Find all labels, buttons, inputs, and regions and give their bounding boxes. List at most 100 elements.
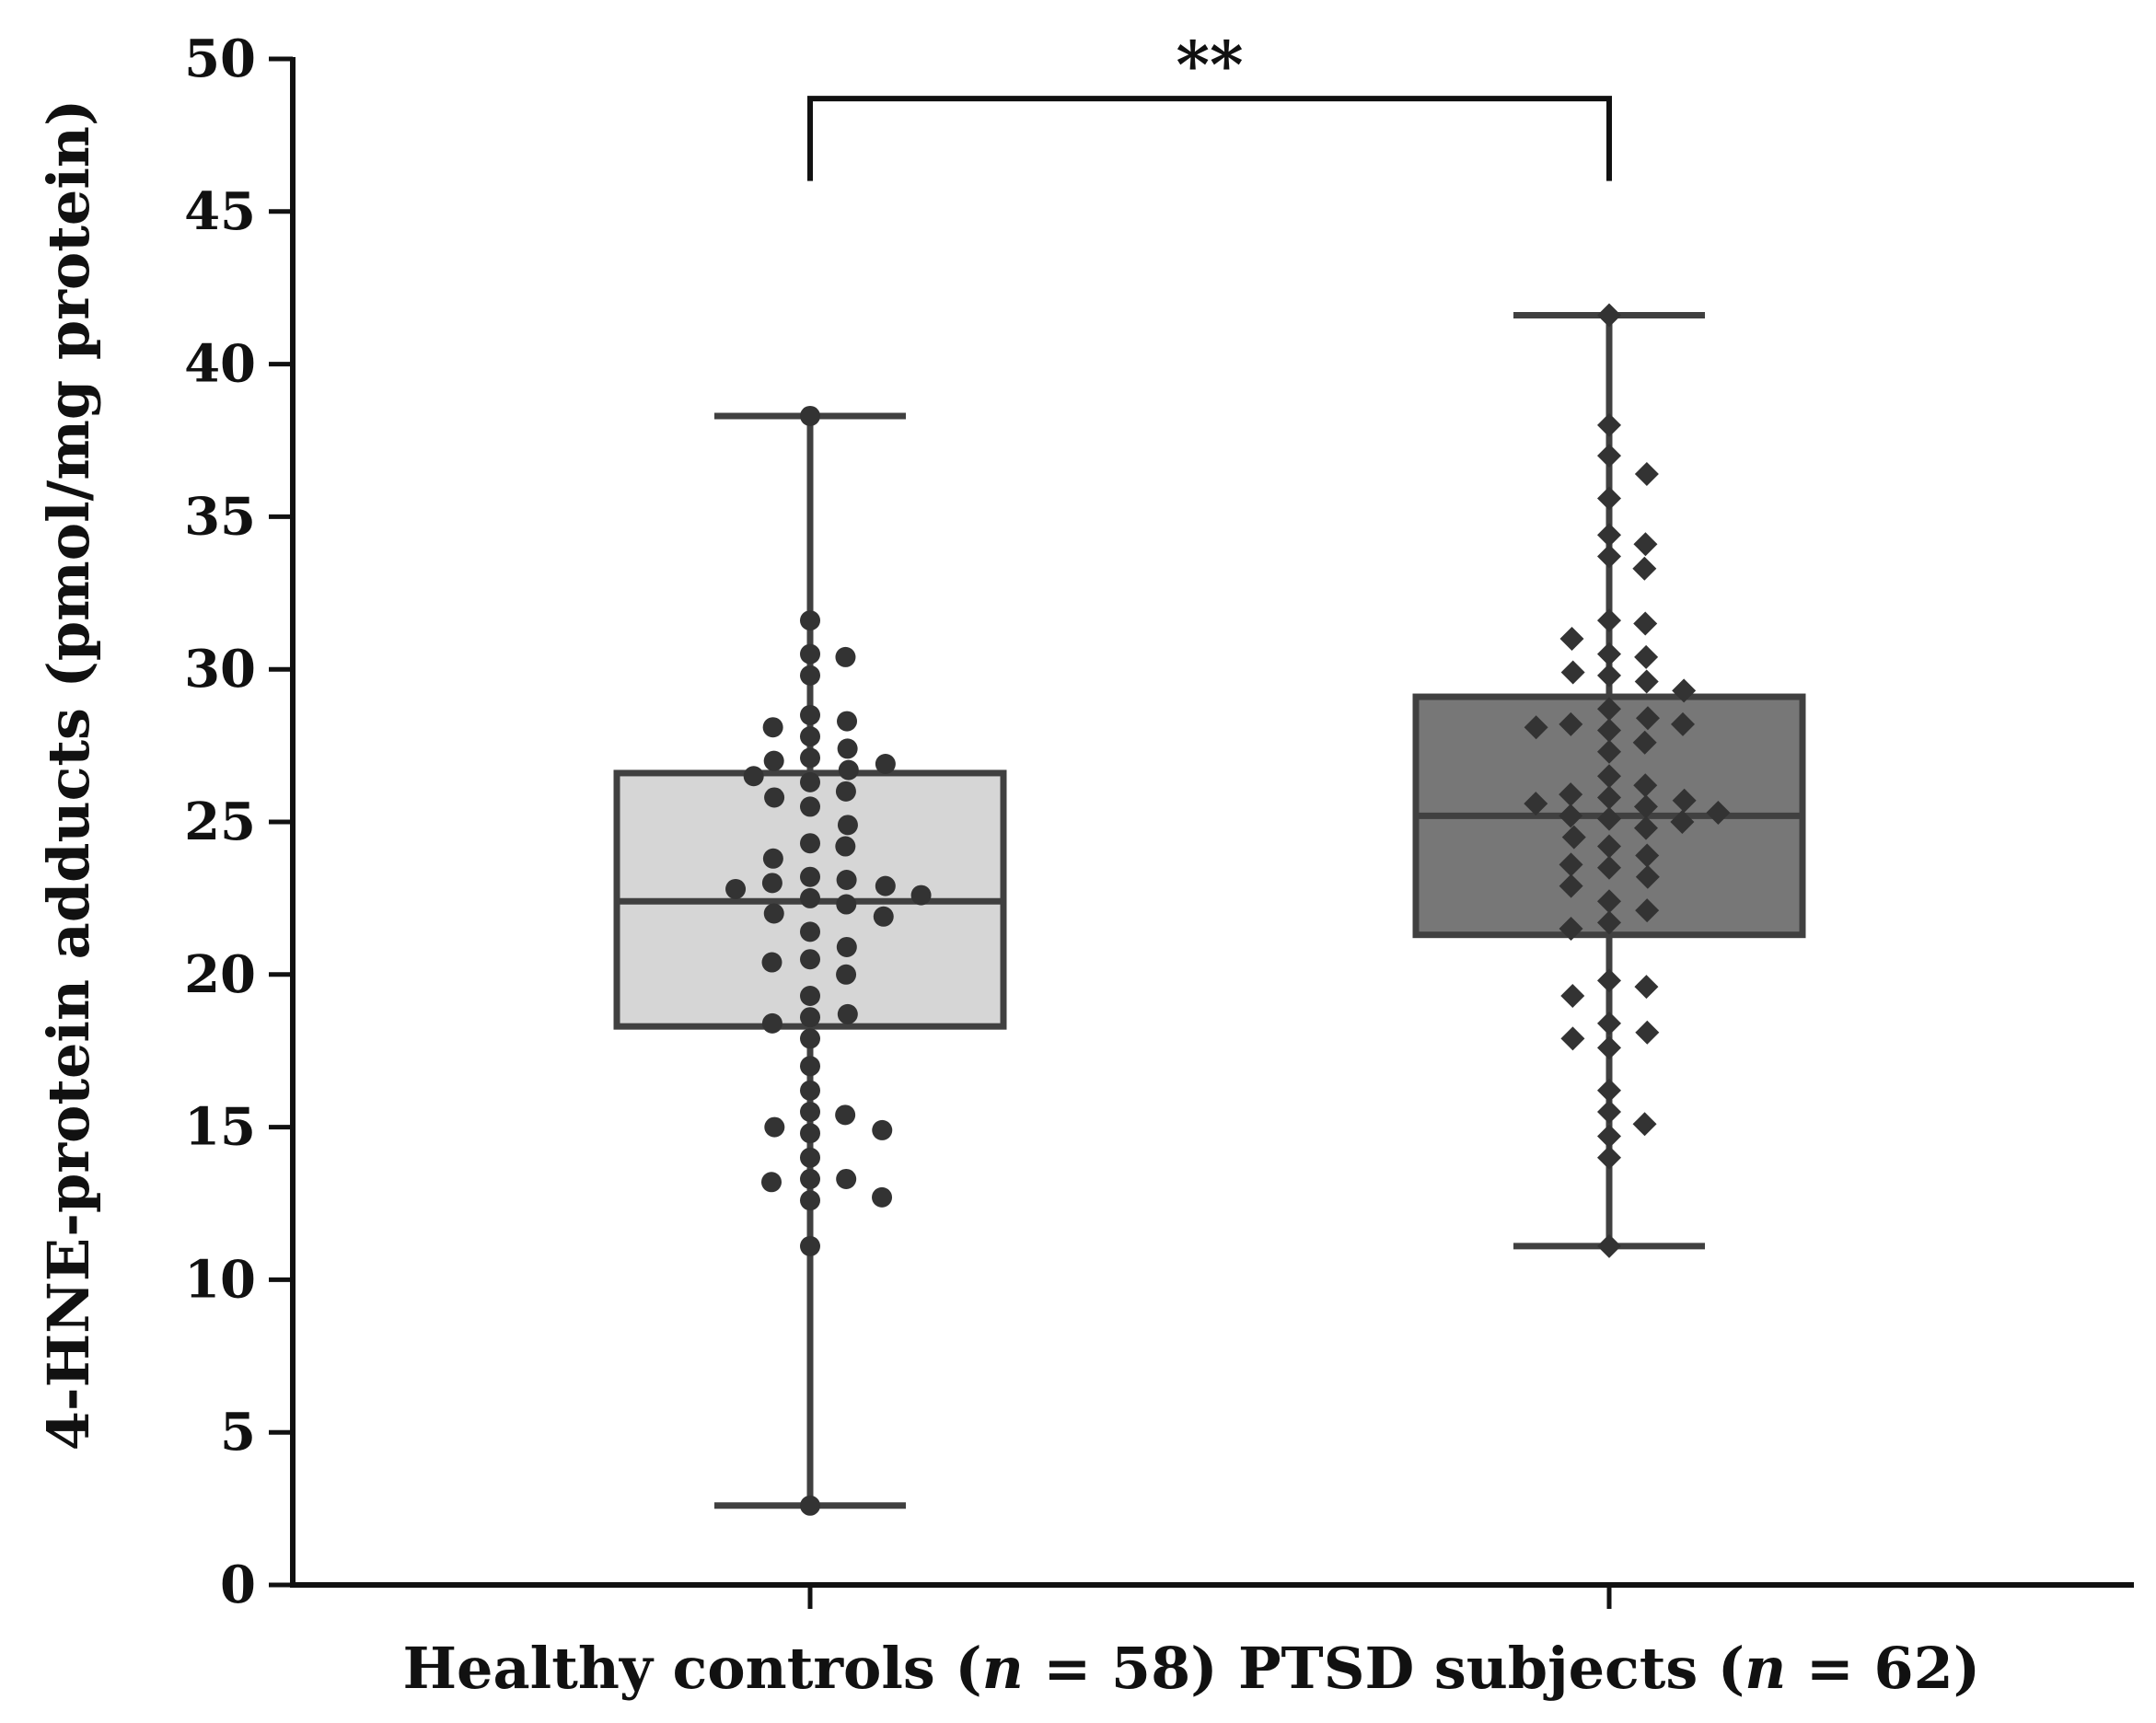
x-category-label-healthy: Healthy controls (n = 58) <box>402 1635 1217 1702</box>
y-tick-label-45: 45 <box>184 181 256 242</box>
data-point-healthy-39 <box>800 1007 820 1028</box>
data-point-healthy-31 <box>873 906 894 927</box>
data-point-ptsd-2 <box>1597 444 1621 468</box>
data-point-ptsd-50 <box>1634 975 1659 1000</box>
data-point-ptsd-7 <box>1597 544 1621 569</box>
data-point-healthy-17 <box>764 787 785 808</box>
data-point-healthy-36 <box>836 964 857 985</box>
data-point-healthy-40 <box>761 1012 782 1034</box>
data-point-ptsd-28 <box>1559 782 1583 807</box>
data-point-healthy-51 <box>836 1168 857 1189</box>
data-point-ptsd-16 <box>1634 669 1659 694</box>
data-point-healthy-34 <box>800 949 820 970</box>
data-point-ptsd-38 <box>1561 825 1586 850</box>
data-point-healthy-19 <box>800 833 820 854</box>
data-point-ptsd-3 <box>1634 461 1659 486</box>
data-point-ptsd-1 <box>1597 412 1621 437</box>
data-point-ptsd-27 <box>1633 773 1658 798</box>
data-point-ptsd-35 <box>1597 806 1621 831</box>
data-point-healthy-47 <box>872 1119 893 1140</box>
data-point-healthy-28 <box>800 887 820 908</box>
data-point-ptsd-12 <box>1597 642 1621 666</box>
y-tick-label-35: 35 <box>184 486 256 547</box>
data-point-ptsd-13 <box>1634 644 1659 669</box>
data-point-healthy-45 <box>835 1104 856 1126</box>
data-point-ptsd-41 <box>1559 852 1583 877</box>
data-point-healthy-25 <box>875 875 896 896</box>
y-tick-label-5: 5 <box>220 1402 256 1463</box>
box-layer <box>613 312 1806 1509</box>
data-point-healthy-56 <box>800 1495 820 1516</box>
data-point-ptsd-33 <box>1706 801 1731 826</box>
data-point-ptsd-43 <box>1635 864 1660 889</box>
data-point-healthy-37 <box>800 986 820 1007</box>
data-point-ptsd-59 <box>1597 1124 1621 1149</box>
x-category-label-ptsd: PTSD subjects (n = 62) <box>1238 1635 1980 1702</box>
data-point-ptsd-34 <box>1559 804 1583 828</box>
data-point-healthy-33 <box>836 936 857 957</box>
data-point-healthy-24 <box>761 873 782 894</box>
point-layer <box>725 303 1731 1516</box>
data-point-ptsd-39 <box>1597 834 1621 859</box>
data-point-healthy-22 <box>800 866 820 887</box>
data-point-healthy-11 <box>763 750 784 771</box>
data-point-healthy-57 <box>837 815 858 836</box>
data-point-ptsd-52 <box>1597 1011 1621 1035</box>
data-point-ptsd-8 <box>1632 556 1657 581</box>
data-point-ptsd-32 <box>1633 794 1658 819</box>
y-tick-label-20: 20 <box>184 944 256 1005</box>
data-point-ptsd-11 <box>1559 627 1584 652</box>
y-tick-label-15: 15 <box>184 1097 256 1158</box>
data-point-ptsd-45 <box>1597 889 1621 914</box>
data-point-ptsd-20 <box>1559 711 1583 736</box>
data-point-ptsd-21 <box>1671 711 1696 736</box>
data-point-ptsd-56 <box>1597 1078 1621 1103</box>
axis-layer: 0 5 10 15 20 25 30 35 40 45 50 Healthy controls (n … <box>184 29 2134 1702</box>
y-tick-label-25: 25 <box>184 792 256 852</box>
annotation-layer: ** <box>807 27 1612 181</box>
y-tick-label-50: 50 <box>184 29 256 89</box>
data-point-healthy-3 <box>835 646 856 667</box>
data-point-healthy-27 <box>910 885 932 906</box>
data-point-ptsd-25 <box>1597 739 1621 764</box>
data-point-healthy-7 <box>762 717 783 738</box>
data-point-healthy-53 <box>872 1186 893 1208</box>
data-point-healthy-6 <box>837 711 858 732</box>
data-point-ptsd-22 <box>1524 715 1548 740</box>
data-point-ptsd-29 <box>1597 785 1621 810</box>
data-point-ptsd-58 <box>1632 1112 1657 1137</box>
data-point-healthy-35 <box>761 952 782 973</box>
data-point-ptsd-42 <box>1597 855 1621 880</box>
data-point-healthy-23 <box>836 870 857 891</box>
data-point-healthy-41 <box>800 1028 820 1049</box>
data-point-ptsd-37 <box>1633 815 1658 840</box>
data-point-healthy-49 <box>800 1147 820 1168</box>
data-point-healthy-52 <box>761 1172 782 1193</box>
data-point-healthy-14 <box>743 766 764 787</box>
data-point-healthy-38 <box>837 1003 858 1024</box>
data-point-ptsd-31 <box>1524 792 1548 816</box>
y-tick-label-40: 40 <box>184 334 256 395</box>
data-point-ptsd-17 <box>1672 678 1697 703</box>
data-point-ptsd-40 <box>1635 843 1660 868</box>
data-point-ptsd-0 <box>1597 303 1621 328</box>
data-point-ptsd-60 <box>1597 1145 1621 1170</box>
data-point-ptsd-24 <box>1632 730 1657 755</box>
data-point-healthy-13 <box>838 759 859 781</box>
data-point-ptsd-30 <box>1672 788 1697 813</box>
data-point-healthy-15 <box>800 771 820 792</box>
y-tick-label-0: 0 <box>220 1555 256 1615</box>
data-point-healthy-5 <box>800 704 820 725</box>
data-point-ptsd-48 <box>1559 917 1583 942</box>
data-point-ptsd-26 <box>1597 764 1621 789</box>
data-point-healthy-12 <box>875 753 896 774</box>
data-point-ptsd-57 <box>1597 1100 1621 1125</box>
data-point-ptsd-36 <box>1670 810 1695 834</box>
data-point-ptsd-14 <box>1560 660 1585 685</box>
y-tick-label-30: 30 <box>184 639 256 700</box>
y-tick-label-10: 10 <box>184 1249 256 1310</box>
data-point-ptsd-9 <box>1597 608 1621 633</box>
significance-bracket <box>807 96 1612 181</box>
data-point-healthy-50 <box>800 1168 820 1189</box>
